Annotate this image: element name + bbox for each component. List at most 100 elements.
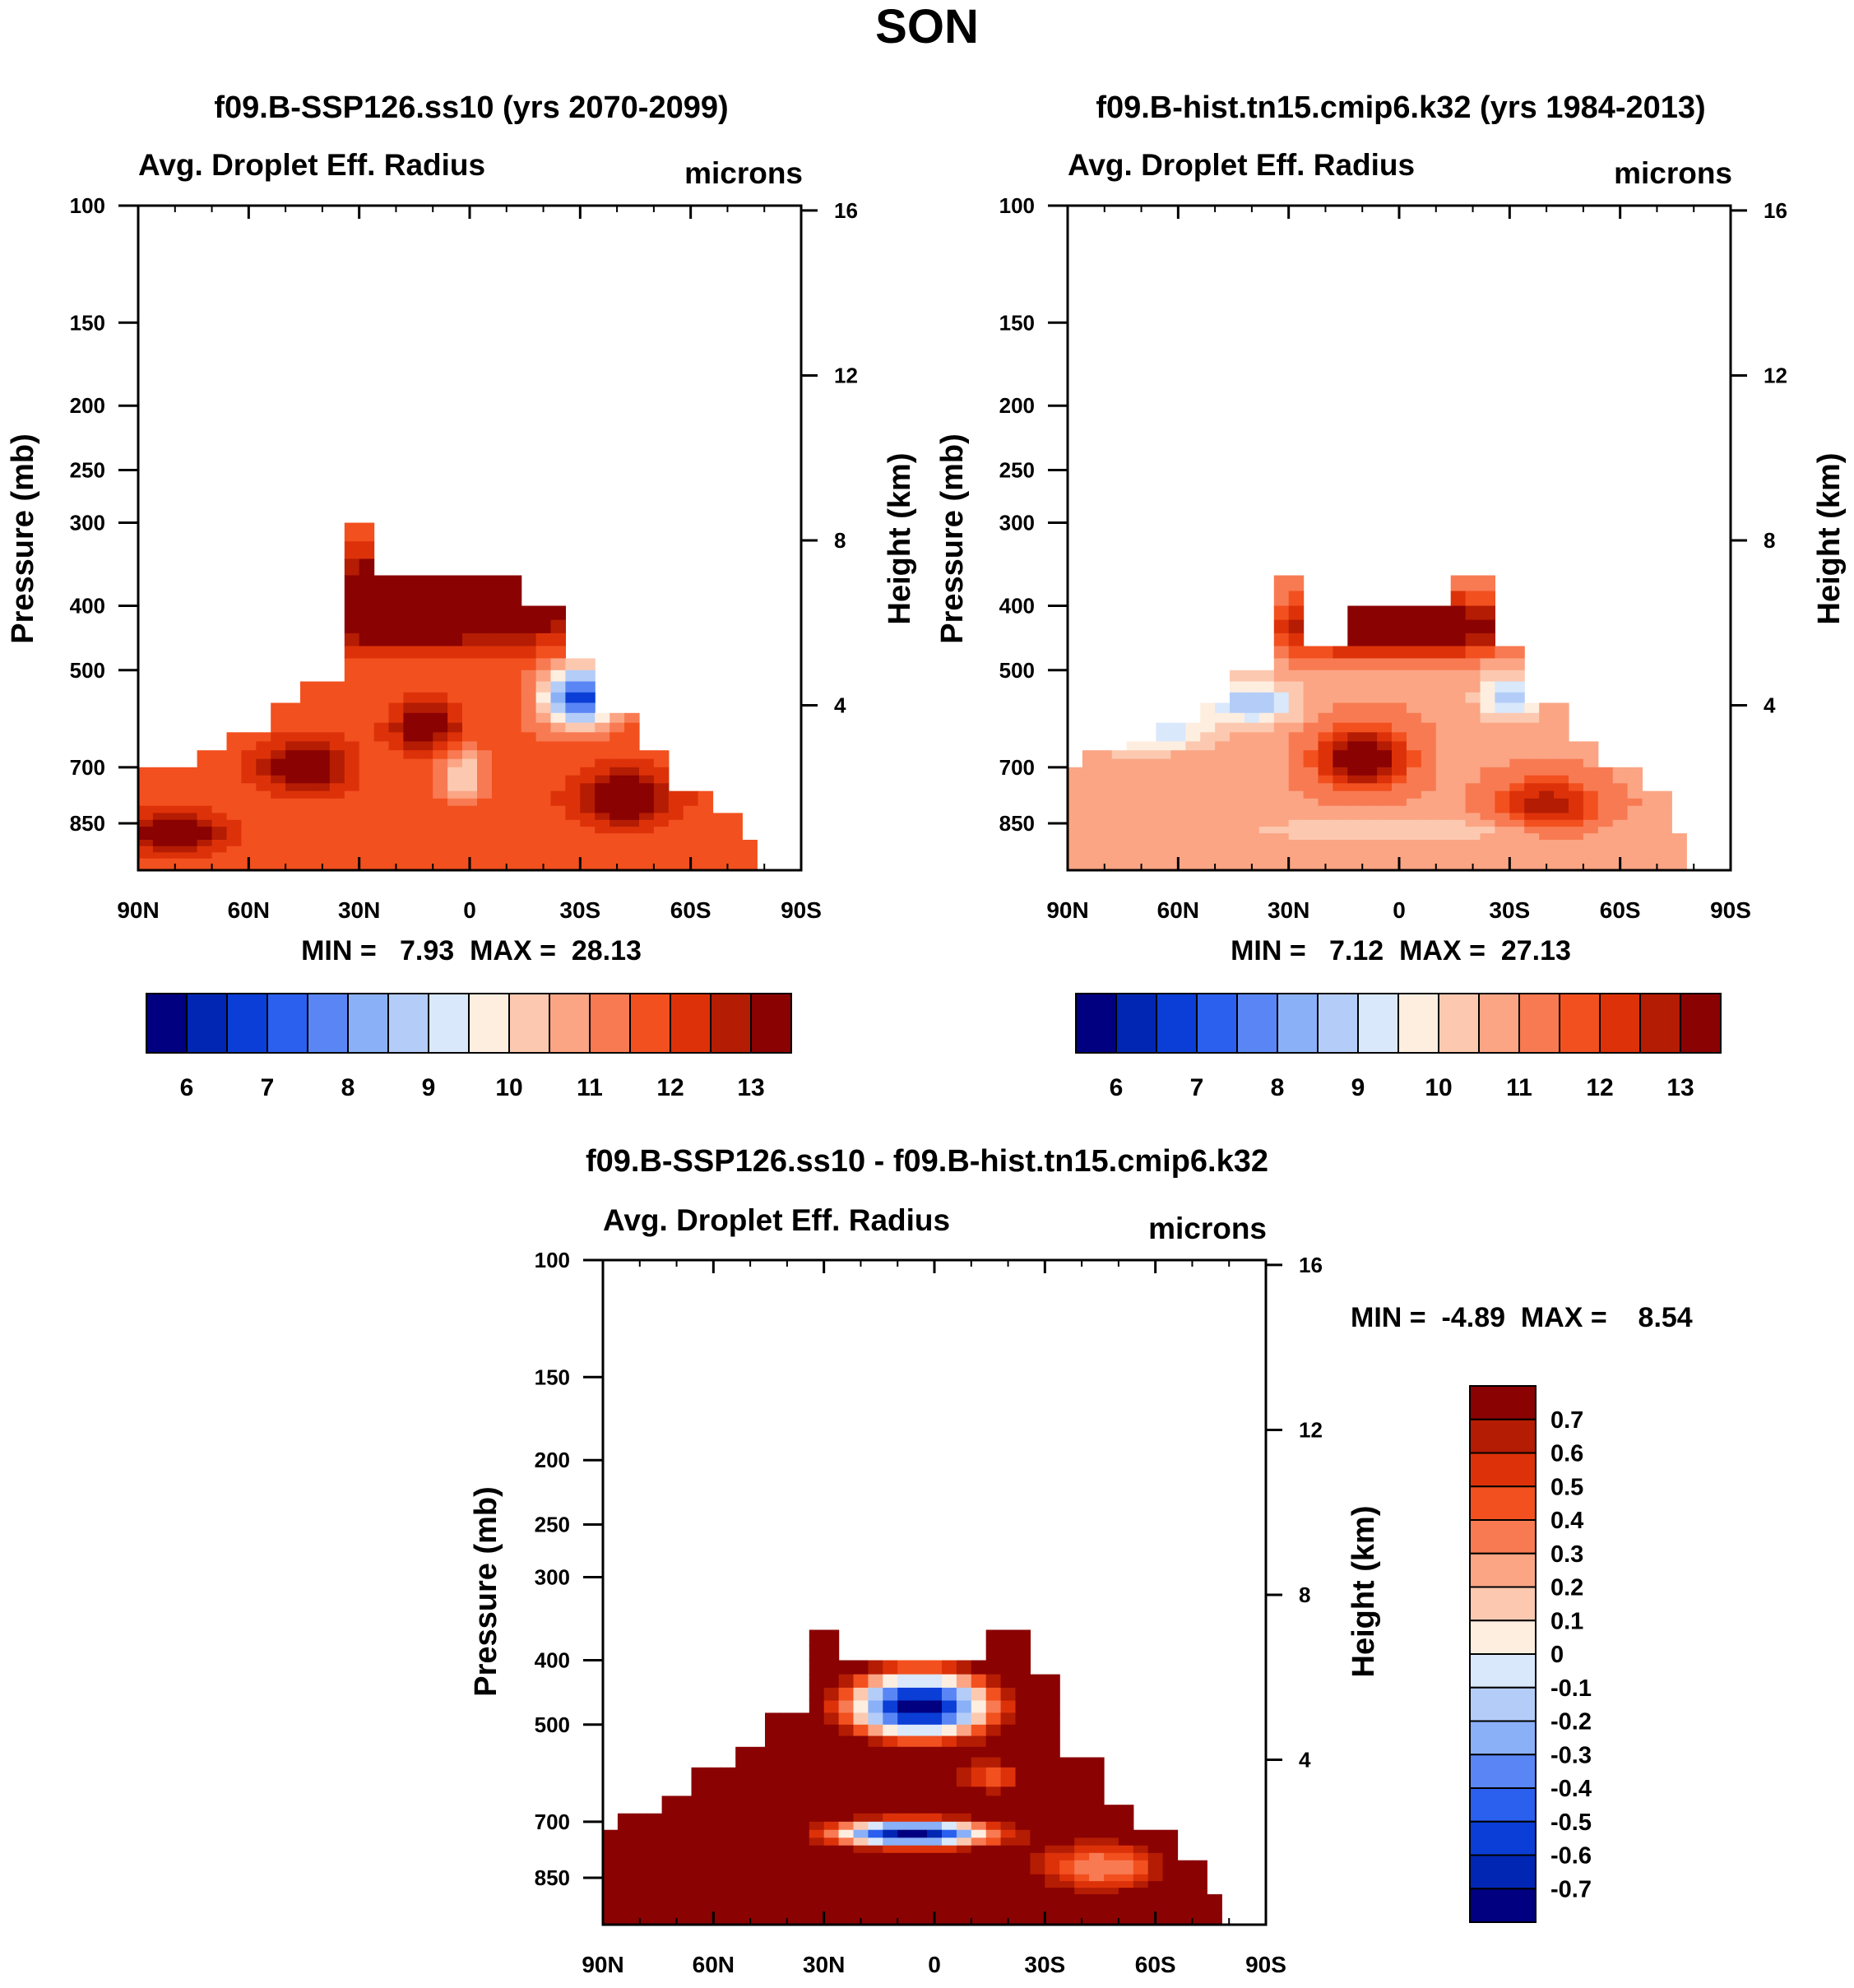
field-cell [506, 658, 522, 671]
field-cell [1392, 619, 1407, 634]
field-cell [388, 758, 404, 768]
field-cell [676, 1837, 693, 1847]
field-cell [610, 852, 625, 860]
field-cell [683, 798, 699, 807]
x-tick-label: 30N [803, 1952, 845, 1977]
field-cell [418, 702, 433, 714]
field-cell [1133, 1894, 1149, 1902]
field-cell [1089, 1867, 1105, 1875]
field-cell [373, 712, 390, 724]
field-cell [550, 605, 566, 621]
field-cell [226, 798, 242, 807]
field-cell [838, 1829, 855, 1838]
colorbar-label: 0.2 [1550, 1575, 1583, 1601]
field-cell [506, 732, 522, 742]
field-cell [1000, 1881, 1017, 1888]
field-cell [506, 702, 522, 714]
field-cell [1612, 775, 1629, 784]
field-cell [1200, 758, 1216, 768]
field-cell [477, 827, 493, 834]
field-cell [1627, 783, 1643, 792]
field-cell [1096, 798, 1113, 807]
field-cell [1671, 858, 1687, 865]
field-cell [1627, 790, 1643, 799]
field-cell [1480, 732, 1495, 742]
field-cell [1015, 1852, 1031, 1861]
field-cell [683, 819, 699, 827]
field-cell [329, 858, 345, 865]
field-cell [1362, 633, 1378, 647]
field-cell [1569, 858, 1584, 865]
field-cell [1288, 775, 1305, 784]
field-cell [359, 741, 375, 751]
field-cell [727, 833, 743, 841]
field-cell [1133, 1888, 1149, 1895]
field-cell [1392, 852, 1407, 860]
field-cell [985, 1912, 1002, 1920]
field-cell [433, 840, 448, 847]
field-cell [1421, 846, 1437, 853]
field-cell [1318, 798, 1333, 807]
field-cell [403, 813, 419, 821]
field-cell [550, 658, 566, 671]
field-cell [610, 783, 625, 792]
field-cell [897, 1796, 913, 1805]
field-cell [1147, 1874, 1164, 1882]
field-cell [1480, 852, 1495, 860]
field-cell [256, 840, 271, 847]
field-cell [197, 840, 213, 847]
field-cell [403, 846, 419, 853]
field-cell [1015, 1912, 1031, 1920]
field-cell [1185, 840, 1201, 847]
field-cell [462, 827, 478, 834]
field-cell [1347, 813, 1363, 821]
field-cell [152, 775, 169, 784]
field-cell [1156, 813, 1171, 821]
field-cell [447, 805, 463, 813]
field-cell [565, 846, 581, 853]
field-cell [698, 858, 714, 865]
field-cell [1288, 819, 1305, 827]
field-cell [1347, 702, 1363, 714]
field-cell [1480, 790, 1495, 799]
field-cell [653, 858, 670, 865]
field-cell [838, 1874, 855, 1882]
field-cell [1407, 722, 1422, 733]
field-cell [927, 1735, 943, 1748]
field-cell [565, 858, 581, 865]
field-cell [491, 852, 508, 860]
field-cell [823, 1687, 840, 1702]
field-cell [668, 852, 684, 860]
field-cell [1480, 767, 1495, 776]
field-cell [1539, 840, 1555, 847]
field-cell [418, 827, 433, 834]
field-cell [1156, 846, 1171, 853]
field-cell [373, 819, 390, 827]
field-cell [1192, 1918, 1207, 1925]
field-cell [491, 819, 508, 827]
field-cell [765, 1786, 781, 1796]
field-cell [779, 1888, 795, 1895]
field-cell [1421, 722, 1437, 733]
field-cell [1156, 858, 1171, 865]
field-cell [809, 1829, 825, 1838]
field-cell [359, 783, 375, 792]
field-cell [956, 1912, 972, 1920]
field-cell [691, 1860, 707, 1868]
field-cell [1215, 732, 1231, 742]
field-cell [868, 1837, 883, 1847]
field-cell [1407, 790, 1422, 799]
field-cell [521, 681, 537, 693]
field-cell [359, 813, 375, 821]
field-cell [794, 1805, 810, 1814]
field-cell [1407, 702, 1422, 714]
field-cell [603, 1918, 619, 1925]
field-cell [1000, 1786, 1017, 1796]
field-cell [1333, 790, 1348, 799]
field-cell [1347, 798, 1363, 807]
field-cell [1162, 1918, 1179, 1925]
field-cell [750, 1860, 766, 1868]
field-cell [1480, 864, 1495, 871]
field-cell [1642, 798, 1657, 807]
field-cell [1111, 750, 1128, 760]
